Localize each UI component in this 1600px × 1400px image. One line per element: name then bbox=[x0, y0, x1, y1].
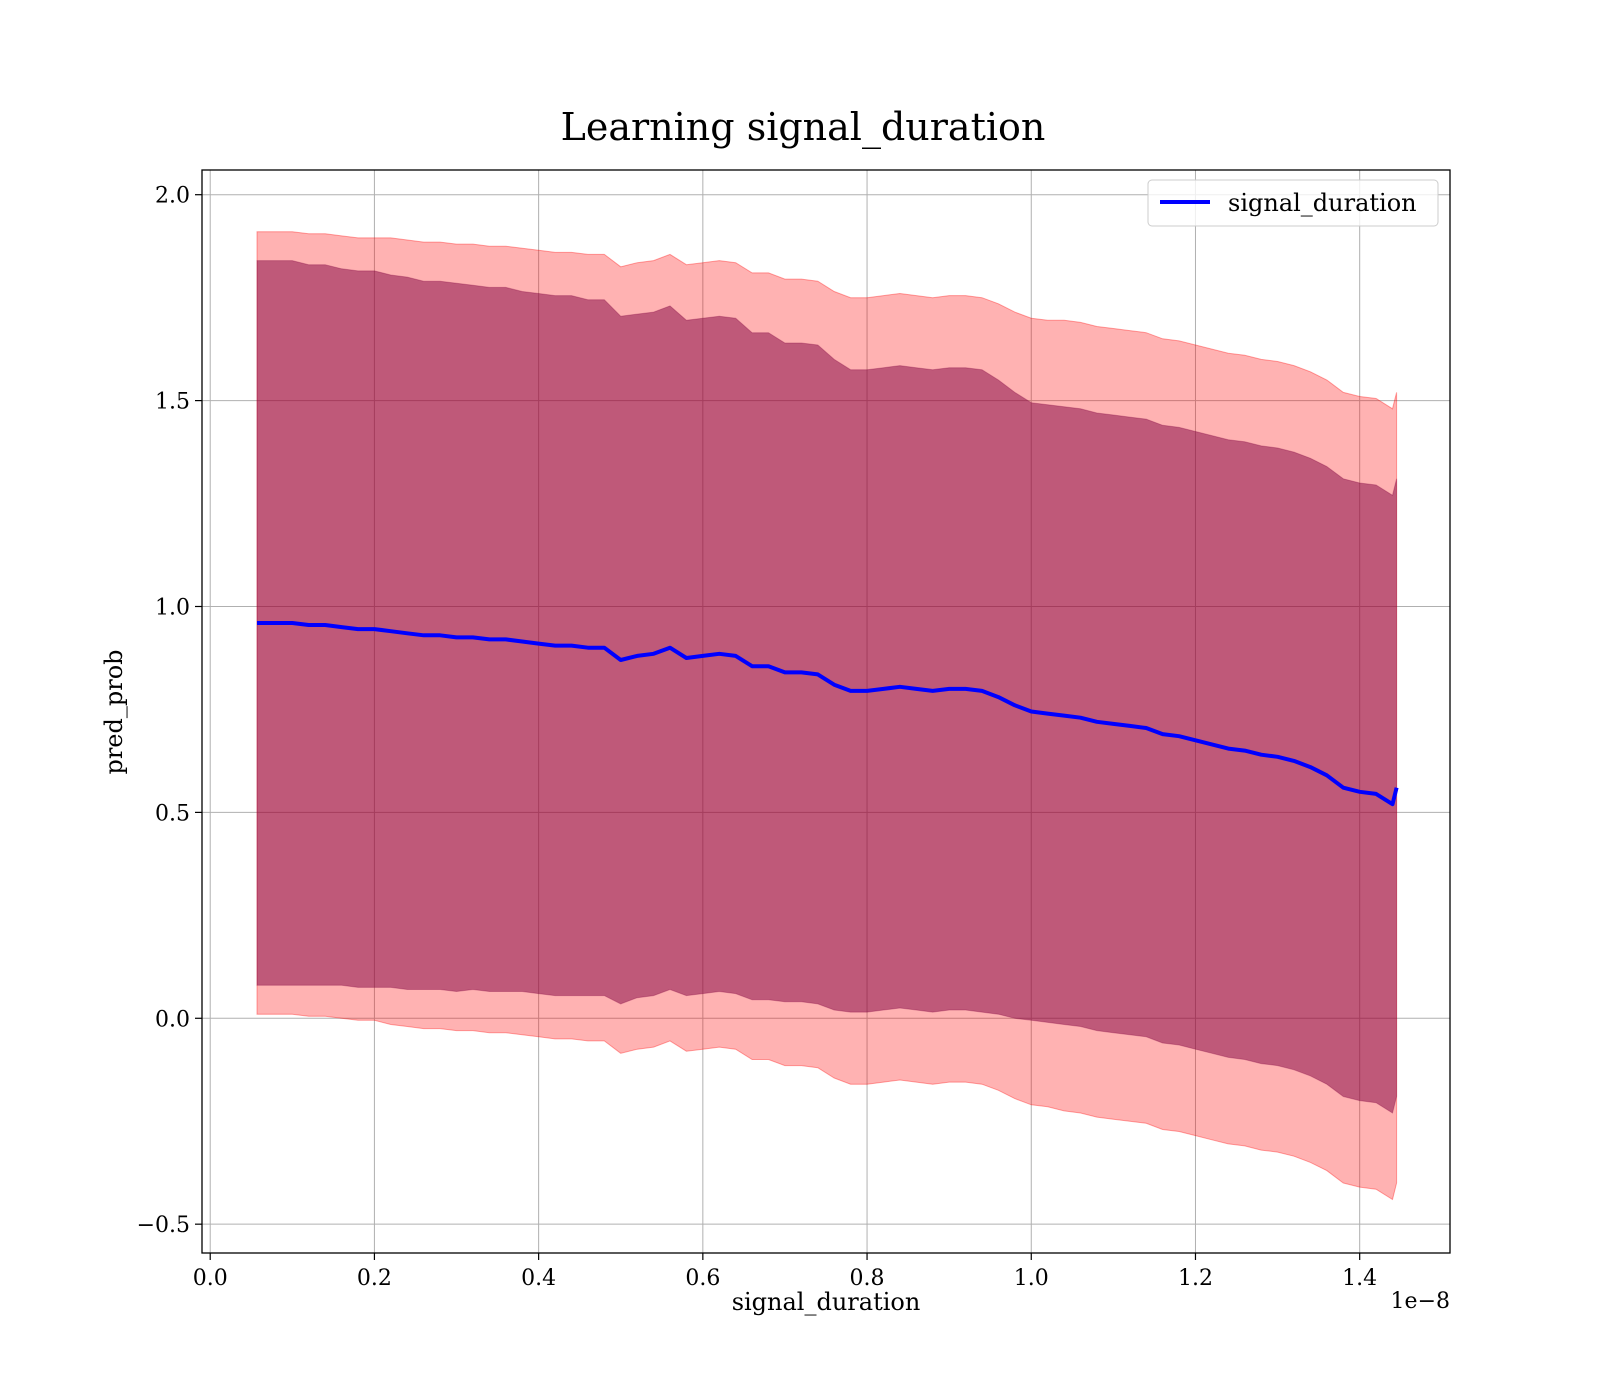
y-tick-label: 1.0 bbox=[155, 595, 190, 620]
plot-frame bbox=[201, 169, 1451, 1254]
y-tick-label: 0.5 bbox=[155, 801, 190, 826]
y-tick-label: 2.0 bbox=[155, 184, 190, 209]
confidence-bands bbox=[256, 231, 1398, 1201]
x-tick-label: 0.4 bbox=[521, 1266, 556, 1291]
legend: signal_duration bbox=[1147, 179, 1439, 227]
y-tick-label: 0.0 bbox=[155, 1007, 190, 1032]
series-lines bbox=[257, 621, 1399, 807]
x-offset-label: 1e−8 bbox=[1391, 1289, 1450, 1314]
y-tick-label: 1.5 bbox=[155, 390, 190, 415]
x-tick-label: 0.2 bbox=[357, 1266, 392, 1291]
x-tick-label: 0.6 bbox=[685, 1266, 720, 1291]
chart-title: Learning signal_duration bbox=[561, 105, 1046, 150]
y-axis-label: pred_prob bbox=[100, 649, 128, 774]
legend-label: signal_duration bbox=[1228, 189, 1417, 217]
x-tick-label: 1.2 bbox=[1178, 1266, 1213, 1291]
series-line-signal-duration bbox=[257, 621, 1399, 807]
inner-confidence-band bbox=[256, 260, 1398, 1114]
x-tick-label: 0.0 bbox=[193, 1266, 228, 1291]
x-axis-ticks: 0.0 0.2 0.4 0.6 0.8 1.0 1.2 1.4 bbox=[193, 1253, 1377, 1291]
legend-box bbox=[1147, 179, 1439, 227]
x-axis-label: signal_duration bbox=[732, 1288, 921, 1316]
x-tick-label: 1.4 bbox=[1342, 1266, 1377, 1291]
y-axis-ticks: −0.5 0.0 0.5 1.0 1.5 2.0 bbox=[137, 184, 202, 1238]
y-tick-label: −0.5 bbox=[137, 1213, 190, 1238]
x-tick-label: 0.8 bbox=[850, 1266, 885, 1291]
x-tick-label: 1.0 bbox=[1014, 1266, 1049, 1291]
